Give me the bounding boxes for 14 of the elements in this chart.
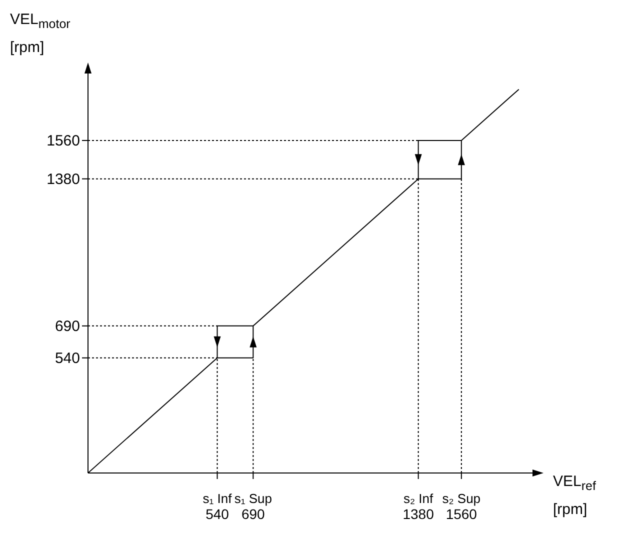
- y-tick-label: 540: [54, 350, 80, 367]
- y-tick-label: 1560: [46, 132, 80, 150]
- x-tick-label: 1560: [446, 506, 478, 522]
- annotation: s₁ Sup: [234, 491, 272, 506]
- x-tick-label: 540: [206, 506, 230, 522]
- annotation: s₂ Sup: [442, 491, 481, 506]
- x-axis-title: VEL$_{ref}$ [rpm]: [553, 472, 596, 520]
- annotation: s₂ Inf: [404, 491, 434, 506]
- y-tick-label: 1380: [46, 170, 80, 188]
- x-tick-label: 1380: [402, 506, 434, 522]
- y-axis-title: VEL$_{motor}$ [rpm]: [10, 10, 70, 58]
- annotation: s₁ Inf: [202, 491, 232, 506]
- y-tick-label: 690: [54, 318, 80, 335]
- x-tick-label: 690: [241, 506, 266, 522]
